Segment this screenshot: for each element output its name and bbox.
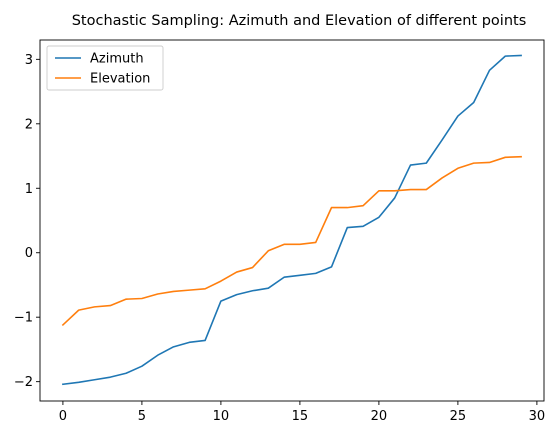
y-axis: −2 −1 0 1 2 3 <box>14 53 40 390</box>
x-axis: 0 5 10 15 20 25 30 <box>59 401 545 424</box>
series-line-azimuth <box>62 54 522 386</box>
chart-title: Stochastic Sampling: Azimuth and Elevati… <box>72 13 527 29</box>
x-tick-label: 30 <box>529 409 546 424</box>
legend-box <box>46 45 164 91</box>
y-tick-label: −2 <box>14 375 33 390</box>
x-tick-label: 5 <box>138 409 146 424</box>
series-layer <box>61 54 522 386</box>
y-tick-label: 1 <box>25 182 33 197</box>
y-tick-label: 3 <box>25 53 33 68</box>
legend-label-azimuth: Azimuth <box>90 52 144 67</box>
y-tick-label: 2 <box>25 117 33 132</box>
axes-frame <box>39 39 545 402</box>
x-tick-label: 0 <box>59 409 67 424</box>
x-tick-label: 15 <box>292 409 309 424</box>
y-tick-label: 0 <box>25 246 33 261</box>
legend: Azimuth Elevation <box>46 45 164 91</box>
legend-label-elevation: Elevation <box>90 72 150 87</box>
y-tick-label: −1 <box>14 311 33 326</box>
x-tick-label: 25 <box>450 409 467 424</box>
x-tick-label: 10 <box>213 409 230 424</box>
series-line-elevation <box>61 155 522 327</box>
x-tick-label: 20 <box>371 409 388 424</box>
